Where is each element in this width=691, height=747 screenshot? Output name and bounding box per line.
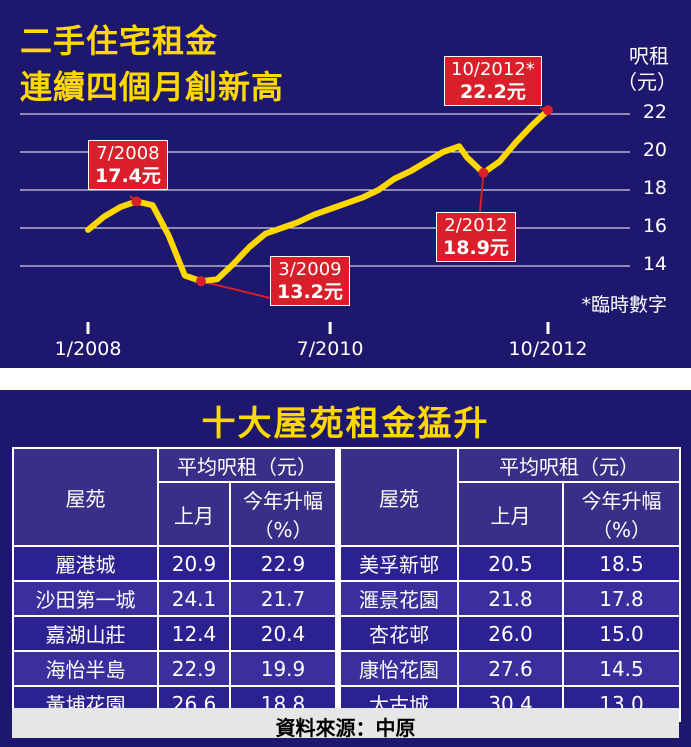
estate-name: 海怡半島 bbox=[12, 650, 159, 687]
data-point-marker bbox=[195, 276, 206, 287]
callout-value: 17.4元 bbox=[95, 165, 161, 187]
callout-leader bbox=[200, 280, 271, 299]
chart-title-line-2: 連續四個月創新高 bbox=[20, 68, 285, 106]
callout-dip-2012: 2/2012 18.9元 bbox=[436, 212, 516, 262]
x-tick-label: 10/2012 bbox=[508, 338, 588, 360]
rise-value: 20.4 bbox=[229, 615, 339, 652]
y-tick-label: 16 bbox=[642, 215, 667, 237]
table-row: 嘉湖山莊 12.4 20.4 杏花邨 26.0 15.0 bbox=[12, 615, 681, 652]
estate-name: 滙景花園 bbox=[335, 580, 459, 617]
x-tick-label: 7/2010 bbox=[296, 338, 364, 360]
rise-value: 21.7 bbox=[229, 580, 339, 617]
rise-value: 17.8 bbox=[562, 580, 681, 617]
header-last-month: 上月 bbox=[157, 481, 231, 547]
header-avg-rent: 平均呎租（元） bbox=[157, 447, 339, 483]
callout-date: 3/2009 bbox=[278, 259, 342, 280]
rent-value: 26.0 bbox=[457, 615, 564, 652]
source-label: 資料來源：中原 bbox=[275, 716, 416, 740]
estate-name: 美孚新邨 bbox=[335, 545, 459, 582]
estate-name: 康怡花園 bbox=[335, 650, 459, 687]
table-row: 麗港城 20.9 22.9 美孚新邨 20.5 18.5 bbox=[12, 545, 681, 582]
data-point-marker bbox=[543, 105, 553, 116]
rise-value: 18.5 bbox=[562, 545, 681, 582]
header-estate: 屋苑 bbox=[335, 447, 459, 547]
callout-value: 13.2元 bbox=[277, 281, 343, 303]
estate-name: 嘉湖山莊 bbox=[12, 615, 159, 652]
header-ytd-rise: 今年升幅（%） bbox=[562, 481, 681, 547]
callout-low-2009: 3/2009 13.2元 bbox=[270, 256, 350, 306]
line-chart bbox=[20, 105, 630, 334]
header-last-month: 上月 bbox=[457, 481, 564, 547]
y-unit-label-2: （元） bbox=[617, 70, 677, 94]
chart-title-line-1: 二手住宅租金 bbox=[20, 22, 219, 60]
callout-value: 22.2元 bbox=[459, 81, 526, 103]
rise-value: 14.5 bbox=[562, 650, 681, 687]
table-panel: 十大屋苑租金猛升 屋苑 平均呎租（元） 屋苑 平均呎租（元） 上月 今年升幅（%… bbox=[0, 390, 691, 747]
table-row: 沙田第一城 24.1 21.7 滙景花園 21.8 17.8 bbox=[12, 580, 681, 617]
rent-value: 27.6 bbox=[457, 650, 564, 687]
data-point-marker bbox=[478, 167, 489, 178]
y-unit-label-1: 呎租 bbox=[629, 44, 669, 68]
callout-peak-2008: 7/2008 17.4元 bbox=[88, 140, 168, 190]
header-ytd-rise: 今年升幅（%） bbox=[229, 481, 339, 547]
chart-panel: 二手住宅租金 連續四個月創新高 呎租 （元） 14 16 18 20 22 1/2008… bbox=[0, 0, 691, 368]
callout-leader bbox=[479, 172, 485, 213]
table-title: 十大屋苑租金猛升 bbox=[201, 404, 490, 444]
header-estate: 屋苑 bbox=[12, 447, 159, 547]
estate-rent-table: 屋苑 平均呎租（元） 屋苑 平均呎租（元） 上月 今年升幅（%） 上月 今年升幅… bbox=[12, 447, 681, 722]
x-tick-label: 1/2008 bbox=[54, 338, 122, 360]
rise-value: 22.9 bbox=[229, 545, 339, 582]
y-tick-label: 18 bbox=[642, 177, 667, 199]
rent-value: 12.4 bbox=[157, 615, 231, 652]
callout-date: 2/2012 bbox=[444, 215, 508, 236]
rent-value: 22.9 bbox=[157, 650, 231, 687]
rent-value: 24.1 bbox=[157, 580, 231, 617]
table-row: 黃埔花園 26.6 18.8 太古城 30.4 13.0 bbox=[12, 685, 681, 722]
table-row: 海怡半島 22.9 19.9 康怡花園 27.6 14.5 bbox=[12, 650, 681, 687]
rise-value: 19.9 bbox=[229, 650, 339, 687]
source-bar bbox=[12, 708, 679, 738]
rent-value: 20.9 bbox=[157, 545, 231, 582]
rent-series-line bbox=[85, 107, 551, 285]
y-tick-label: 14 bbox=[642, 253, 667, 275]
callout-date: 7/2008 bbox=[96, 143, 160, 164]
estate-name: 沙田第一城 bbox=[12, 580, 159, 617]
data-point-marker bbox=[131, 196, 142, 207]
rent-value: 21.8 bbox=[457, 580, 564, 617]
rent-value: 20.5 bbox=[457, 545, 564, 582]
callout-date: 10/2012* bbox=[451, 59, 535, 80]
estate-name: 杏花邨 bbox=[335, 615, 459, 652]
estate-name: 麗港城 bbox=[12, 545, 159, 582]
callout-value: 18.9元 bbox=[443, 237, 509, 259]
y-tick-label: 22 bbox=[642, 101, 667, 123]
provisional-footnote: *臨時數字 bbox=[581, 294, 667, 316]
rise-value: 15.0 bbox=[562, 615, 681, 652]
y-tick-label: 20 bbox=[642, 139, 667, 161]
callout-high-2012: 10/2012* 22.2元 bbox=[444, 56, 542, 106]
header-avg-rent: 平均呎租（元） bbox=[457, 447, 681, 483]
